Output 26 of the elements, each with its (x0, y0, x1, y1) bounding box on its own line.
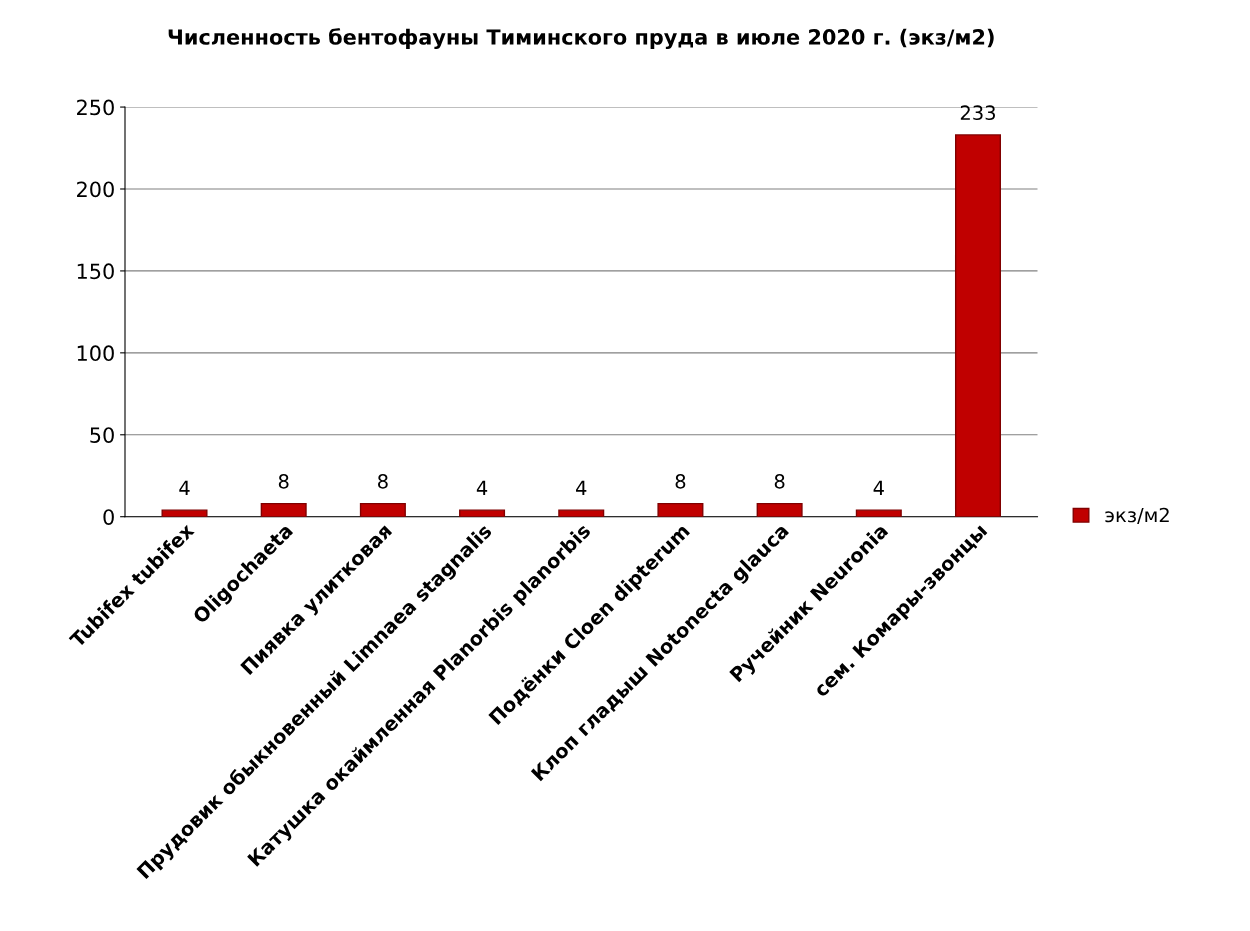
y-tick-label: 50 (90, 427, 114, 443)
data-label: 8 (378, 474, 388, 489)
bar (954, 134, 1002, 517)
y-tick-label: 250 (77, 99, 114, 116)
bar (161, 509, 208, 517)
data-label: 4 (576, 480, 587, 495)
bar (756, 502, 803, 517)
chart-title: Численность бентофауны Тиминского пруда в июле 2020 г. (экз/м2) (168, 28, 994, 50)
y-tick-label: 150 (77, 263, 114, 280)
legend-label: экз/м2 (1105, 507, 1169, 524)
data-label: 8 (675, 474, 686, 489)
bar (558, 509, 605, 517)
bar (855, 509, 902, 517)
y-tick-label: 0 (103, 509, 114, 525)
data-label: 4 (476, 480, 488, 495)
data-label: 4 (179, 480, 190, 495)
data-label: 233 (960, 105, 995, 121)
bar (459, 509, 506, 517)
bar (260, 502, 307, 517)
data-label: 4 (873, 480, 884, 495)
bar (657, 502, 704, 517)
y-tick-label: 200 (77, 181, 114, 198)
data-label: 8 (774, 474, 785, 489)
data-label: 8 (278, 474, 289, 489)
bar (359, 502, 406, 517)
y-tick-label: 100 (77, 345, 114, 362)
